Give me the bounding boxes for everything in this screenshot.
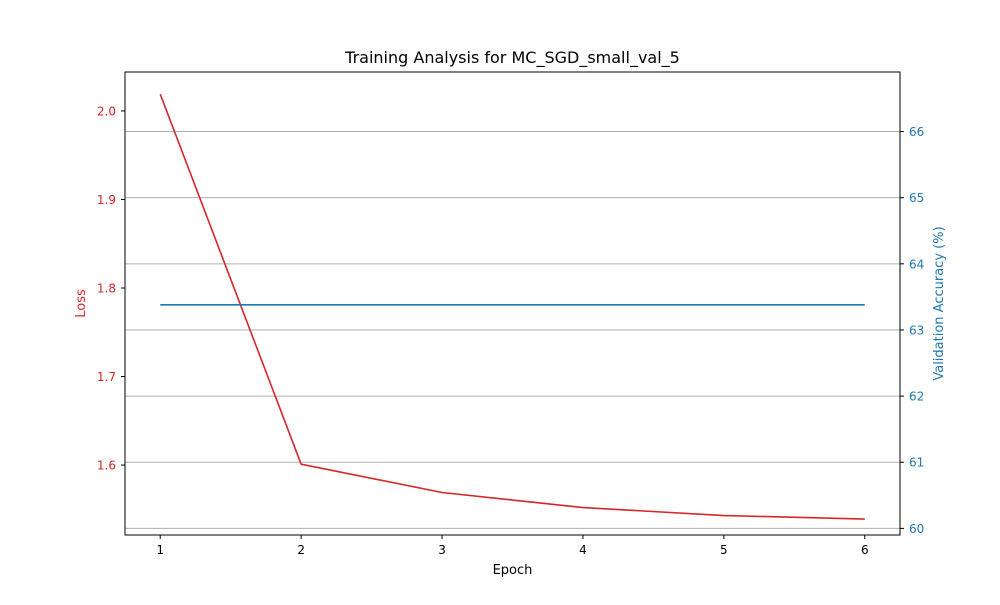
series-layer <box>159 93 865 520</box>
x-tick-label-2: 2 <box>297 543 305 557</box>
x-tick-label-5: 5 <box>720 543 728 557</box>
x-tick-label-1: 1 <box>156 543 164 557</box>
chart-title: Training Analysis for MC_SGD_small_val_5 <box>344 48 680 68</box>
right-y-tick-label-60: 60 <box>909 522 924 536</box>
grid-layer <box>125 131 900 529</box>
loss-series-line <box>159 93 865 520</box>
right-y-tick-label-61: 61 <box>909 456 924 470</box>
x-tick-label-6: 6 <box>861 543 869 557</box>
right-y-axis: 60 61 62 63 64 65 66 <box>900 125 924 536</box>
left-y-tick-label-2: 1.8 <box>97 282 116 296</box>
right-y-tick-label-62: 62 <box>909 390 924 404</box>
x-tick-label-4: 4 <box>579 543 587 557</box>
right-y-tick-label-63: 63 <box>909 323 924 337</box>
left-y-tick-label-4: 2.0 <box>97 104 116 118</box>
plot-frame <box>124 71 901 536</box>
right-y-axis-label: Validation Accuracy (%) <box>932 226 947 380</box>
left-y-axis: 1.6 1.7 1.8 1.9 2.0 <box>97 104 125 473</box>
x-axis: 1 2 3 4 5 6 <box>156 535 869 557</box>
x-tick-label-3: 3 <box>438 543 446 557</box>
right-y-tick-label-65: 65 <box>909 191 924 205</box>
left-y-tick-label-3: 1.9 <box>97 193 116 207</box>
left-y-tick-label-1: 1.7 <box>97 370 116 384</box>
left-y-tick-label-0: 1.6 <box>97 459 116 473</box>
right-y-tick-label-64: 64 <box>909 257 924 271</box>
right-y-tick-label-66: 66 <box>909 125 924 139</box>
x-axis-label: Epoch <box>493 563 533 578</box>
left-y-axis-label: Loss <box>74 289 89 318</box>
